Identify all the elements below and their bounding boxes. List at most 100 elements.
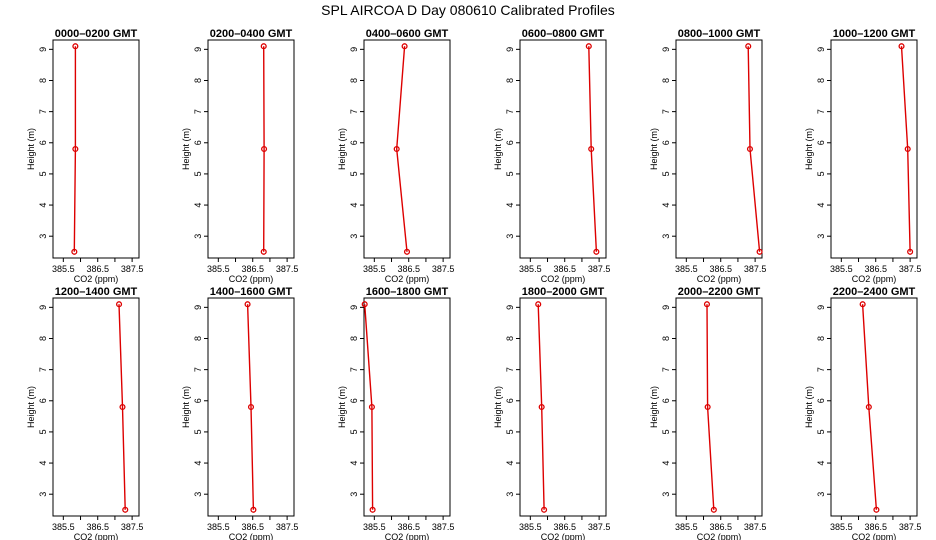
x-tick-label: 387.5 <box>121 264 144 274</box>
y-tick-label: 8 <box>38 336 48 341</box>
y-tick-label: 5 <box>505 171 515 176</box>
x-tick-label: 386.5 <box>864 522 887 532</box>
panel-title: 0200–0400 GMT <box>210 28 293 40</box>
profile-panel-12: 2200–2400 GMT 385.5 386.5 387.5 3 4 5 6 7 8 9 CO2 (… <box>804 286 921 540</box>
y-tick-label: 8 <box>505 78 515 83</box>
y-tick-label: 4 <box>193 461 203 466</box>
data-point <box>247 403 255 411</box>
y-tick-label: 7 <box>505 367 515 372</box>
y-axis-label: Height (m) <box>804 128 814 170</box>
y-axis-label: Height (m) <box>493 128 503 170</box>
x-axis-label: CO2 (ppm) <box>74 274 119 284</box>
y-tick-label: 5 <box>193 429 203 434</box>
x-tick-label: 385.5 <box>519 522 542 532</box>
y-tick-label: 8 <box>349 78 359 83</box>
x-tick-label: 386.5 <box>241 522 264 532</box>
y-tick-label: 5 <box>38 171 48 176</box>
y-axis-label: Height (m) <box>181 128 191 170</box>
y-tick-label: 6 <box>349 398 359 403</box>
y-tick-label: 6 <box>193 140 203 145</box>
y-tick-label: 4 <box>505 461 515 466</box>
data-point <box>250 506 257 513</box>
data-point <box>244 301 251 308</box>
panel-title: 1000–1200 GMT <box>833 28 916 40</box>
data-point <box>859 301 866 308</box>
y-tick-label: 7 <box>505 109 515 114</box>
y-tick-label: 5 <box>193 171 203 176</box>
x-axis-label: CO2 (ppm) <box>229 274 274 284</box>
data-point <box>745 43 752 50</box>
panel-title: 0800–1000 GMT <box>678 28 761 40</box>
y-tick-label: 5 <box>349 429 359 434</box>
x-tick-label: 387.5 <box>121 522 144 532</box>
x-tick-label: 386.5 <box>397 264 420 274</box>
y-axis-label: Height (m) <box>804 386 814 428</box>
y-tick-label: 7 <box>193 109 203 114</box>
x-tick-label: 387.5 <box>276 522 299 532</box>
figure-title: SPL AIRCOA D Day 080610 Calibrated Profi… <box>321 2 615 18</box>
x-tick-label: 386.5 <box>553 264 576 274</box>
data-point <box>593 248 600 255</box>
x-tick-label: 385.5 <box>675 522 698 532</box>
y-tick-label: 6 <box>349 140 359 145</box>
y-tick-label: 7 <box>816 367 826 372</box>
profile-panel-1: 0000–0200 GMT 385.5 386.5 387.5 3 4 5 6 7 8 9 CO2 (… <box>26 28 143 284</box>
x-tick-label: 387.5 <box>432 264 455 274</box>
x-tick-label: 385.5 <box>207 264 230 274</box>
profile-line <box>118 304 126 510</box>
x-tick-label: 386.5 <box>709 522 732 532</box>
y-tick-label: 9 <box>38 305 48 310</box>
plot-frame <box>830 39 918 259</box>
profile-panel-9: 1600–1800 GMT 385.5 386.5 387.5 3 4 5 6 7 8 9 CO2 (… <box>337 286 454 540</box>
plot-frame <box>52 297 140 517</box>
y-tick-label: 9 <box>661 47 671 52</box>
profile-line <box>73 46 77 252</box>
profile-panel-4: 0600–0800 GMT 385.5 386.5 387.5 3 4 5 6 7 8 9 CO2 (… <box>493 28 610 284</box>
data-point <box>393 145 400 153</box>
x-tick-label: 385.5 <box>363 264 386 274</box>
profile-line <box>747 46 761 252</box>
y-tick-label: 9 <box>816 305 826 310</box>
y-tick-label: 4 <box>349 461 359 466</box>
y-tick-label: 8 <box>505 336 515 341</box>
profile-panel-11: 2000–2200 GMT 385.5 386.5 387.5 3 4 5 6 7 8 9 CO2 (… <box>649 286 766 540</box>
profile-panel-3: 0400–0600 GMT 385.5 386.5 387.5 3 4 5 6 7 8 9 CO2 (… <box>337 28 454 284</box>
x-tick-label: 385.5 <box>830 522 853 532</box>
data-point <box>535 301 542 308</box>
x-axis-label: CO2 (ppm) <box>229 532 274 540</box>
y-axis-label: Height (m) <box>26 128 36 170</box>
y-tick-label: 8 <box>816 78 826 83</box>
plot-frame <box>675 39 763 259</box>
x-tick-label: 386.5 <box>397 522 420 532</box>
plot-frame <box>830 297 918 517</box>
data-point <box>703 301 711 308</box>
data-point <box>907 248 914 255</box>
y-tick-label: 9 <box>816 47 826 52</box>
data-point <box>401 43 408 50</box>
y-tick-label: 7 <box>193 367 203 372</box>
plot-frame <box>207 39 295 259</box>
y-tick-label: 5 <box>816 429 826 434</box>
y-tick-label: 3 <box>38 492 48 497</box>
y-tick-label: 5 <box>816 171 826 176</box>
x-axis-label: CO2 (ppm) <box>385 274 430 284</box>
y-tick-label: 6 <box>816 140 826 145</box>
y-tick-label: 4 <box>349 203 359 208</box>
plot-frame <box>52 39 140 259</box>
profile-panel-10: 1800–2000 GMT 385.5 386.5 387.5 3 4 5 6 7 8 9 CO2 (… <box>493 286 610 540</box>
y-tick-label: 8 <box>193 336 203 341</box>
plot-frame <box>363 39 451 259</box>
y-tick-label: 3 <box>816 234 826 239</box>
y-tick-label: 4 <box>661 461 671 466</box>
data-point <box>585 43 592 50</box>
y-tick-label: 5 <box>661 429 671 434</box>
x-tick-label: 387.5 <box>899 522 922 532</box>
y-tick-label: 9 <box>661 305 671 310</box>
y-tick-label: 6 <box>816 398 826 403</box>
x-tick-label: 386.5 <box>553 522 576 532</box>
x-tick-label: 386.5 <box>864 264 887 274</box>
plot-frame <box>207 297 295 517</box>
profile-line <box>395 46 408 252</box>
y-tick-label: 9 <box>38 47 48 52</box>
y-tick-label: 3 <box>505 234 515 239</box>
